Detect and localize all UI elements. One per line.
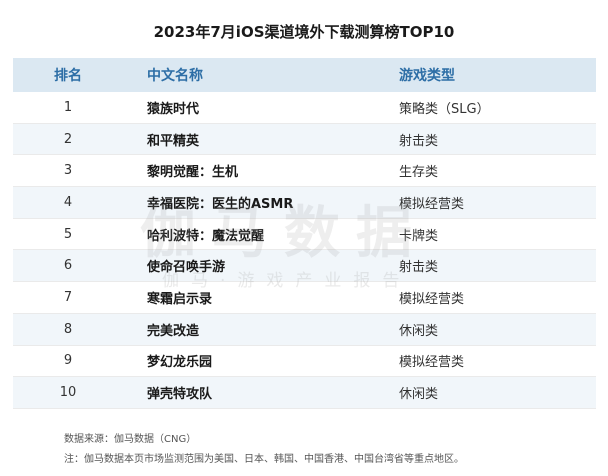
table-row: 1 猿族时代 策略类（SLG） bbox=[13, 92, 596, 124]
type-cell: 休闲类 bbox=[399, 313, 596, 346]
type-cell: 模拟经营类 bbox=[399, 345, 596, 378]
header-rank: 排名 bbox=[13, 58, 123, 92]
name-cell: 梦幻龙乐园 bbox=[123, 345, 399, 378]
name-cell: 弹壳特攻队 bbox=[123, 376, 399, 409]
rank-cell: 4 bbox=[13, 186, 123, 219]
type-cell: 生存类 bbox=[399, 154, 596, 188]
table-row: 6 使命召唤手游 射击类 bbox=[13, 249, 596, 283]
rank-cell: 8 bbox=[13, 313, 123, 346]
name-cell: 和平精英 bbox=[123, 123, 399, 156]
type-cell: 模拟经营类 bbox=[399, 186, 596, 219]
table-row: 5 哈利波特：魔法觉醒 卡牌类 bbox=[13, 218, 596, 251]
table-row: 7 寒霜启示录 模拟经营类 bbox=[13, 281, 596, 314]
name-cell: 完美改造 bbox=[123, 313, 399, 346]
type-cell: 射击类 bbox=[399, 123, 596, 156]
rank-cell: 6 bbox=[13, 249, 123, 283]
name-cell: 幸福医院：医生的ASMR bbox=[123, 186, 399, 219]
name-cell: 寒霜启示录 bbox=[123, 281, 399, 314]
type-cell: 策略类（SLG） bbox=[399, 92, 596, 124]
name-cell: 使命召唤手游 bbox=[123, 249, 399, 283]
rank-cell: 5 bbox=[13, 218, 123, 251]
table-row: 9 梦幻龙乐园 模拟经营类 bbox=[13, 345, 596, 378]
table-row: 8 完美改造 休闲类 bbox=[13, 313, 596, 346]
type-cell: 休闲类 bbox=[399, 376, 596, 409]
table-row: 2 和平精英 射击类 bbox=[13, 123, 596, 156]
coverage-note: 注：伽马数据本页市场监测范围为美国、日本、韩国、中国香港、中国台湾省等重点地区。 bbox=[64, 454, 464, 465]
table-row: 10 弹壳特攻队 休闲类 bbox=[13, 376, 596, 409]
type-cell: 卡牌类 bbox=[399, 218, 596, 251]
name-cell: 黎明觉醒：生机 bbox=[123, 154, 399, 188]
rank-cell: 2 bbox=[13, 123, 123, 156]
table-row: 3 黎明觉醒：生机 生存类 bbox=[13, 154, 596, 188]
ranking-table: 排名 中文名称 游戏类型 1 猿族时代 策略类（SLG） 2 和平精英 射击类 … bbox=[13, 58, 596, 409]
type-cell: 模拟经营类 bbox=[399, 281, 596, 314]
name-cell: 猿族时代 bbox=[123, 92, 399, 124]
type-cell: 射击类 bbox=[399, 249, 596, 283]
rank-cell: 10 bbox=[13, 376, 123, 409]
rank-cell: 1 bbox=[13, 92, 123, 124]
page-title: 2023年7月iOS渠道境外下载测算榜TOP10 bbox=[153, 23, 455, 41]
rank-cell: 7 bbox=[13, 281, 123, 314]
rank-cell: 3 bbox=[13, 154, 123, 188]
name-cell: 哈利波特：魔法觉醒 bbox=[123, 218, 399, 251]
rank-cell: 9 bbox=[13, 345, 123, 378]
source-note: 数据来源：伽马数据（CNG） bbox=[64, 434, 197, 445]
table-row: 4 幸福医院：医生的ASMR 模拟经营类 bbox=[13, 186, 596, 219]
header-name: 中文名称 bbox=[123, 58, 399, 92]
header-type: 游戏类型 bbox=[399, 58, 596, 92]
table-header-row: 排名 中文名称 游戏类型 bbox=[13, 58, 596, 92]
